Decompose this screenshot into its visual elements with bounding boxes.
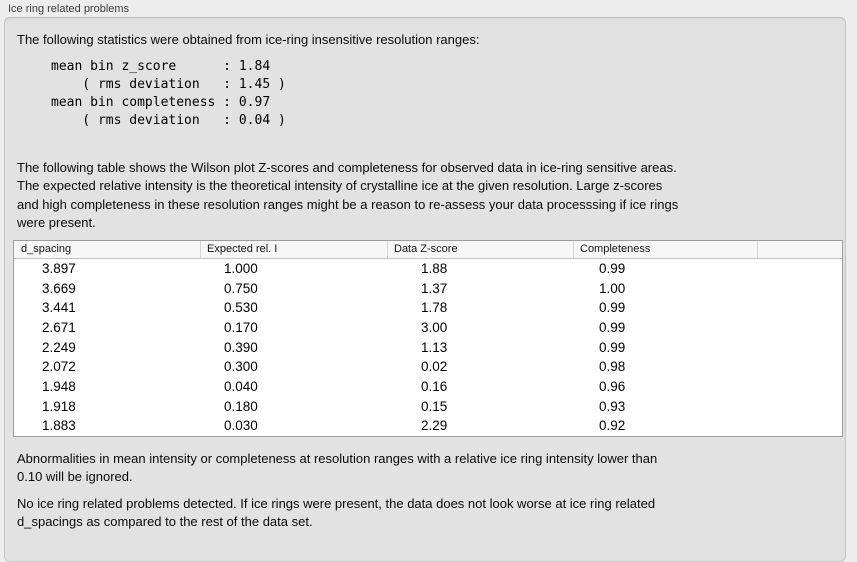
table-header-row: d_spacing Expected rel. I Data Z-score C… — [14, 240, 842, 259]
cell-completeness: 0.99 — [599, 339, 626, 355]
cell-d-spacing: 3.669 — [42, 280, 76, 296]
cell-d-spacing: 2.072 — [42, 359, 76, 375]
cell-expected-rel-i: 0.040 — [224, 378, 258, 394]
cell-data-z-score: 2.29 — [421, 418, 448, 434]
cell-expected-rel-i: 0.530 — [224, 300, 258, 316]
cell-d-spacing: 1.918 — [42, 398, 76, 414]
cell-completeness: 0.98 — [599, 359, 626, 375]
col-header-d-spacing: d_spacing — [21, 243, 72, 255]
ice-ring-table: d_spacing Expected rel. I Data Z-score C… — [13, 239, 843, 437]
cell-data-z-score: 1.78 — [421, 300, 448, 316]
cell-d-spacing: 2.671 — [42, 319, 76, 335]
cell-completeness: 1.00 — [599, 280, 626, 296]
col-header-data-z-score: Data Z-score — [387, 240, 573, 258]
ice-ring-report-panel: The following statistics were obtained f… — [4, 17, 846, 562]
conclusion-text: No ice ring related problems detected. I… — [17, 495, 656, 530]
table-row[interactable]: 3.441 0.530 1.78 0.99 — [14, 298, 842, 318]
col-header-expected-rel-i: Expected rel. I — [200, 240, 387, 258]
cell-expected-rel-i: 0.170 — [224, 319, 258, 335]
col-header-blank — [757, 240, 842, 258]
ignore-note: Abnormalities in mean intensity or compl… — [17, 450, 658, 485]
cell-expected-rel-i: 0.750 — [224, 280, 258, 296]
table-row[interactable]: 3.897 1.000 1.88 0.99 — [14, 259, 842, 279]
cell-d-spacing: 1.948 — [42, 378, 76, 394]
cell-data-z-score: 1.13 — [421, 339, 448, 355]
summary-stats-block: mean bin z_score : 1.84 ( rms deviation … — [51, 58, 286, 128]
table-row[interactable]: 1.948 0.040 0.16 0.96 — [14, 377, 842, 397]
table-row[interactable]: 2.249 0.390 1.13 0.99 — [14, 337, 842, 357]
cell-completeness: 0.99 — [599, 300, 626, 316]
cell-expected-rel-i: 0.300 — [224, 359, 258, 375]
cell-d-spacing: 2.249 — [42, 339, 76, 355]
table-row[interactable]: 2.072 0.300 0.02 0.98 — [14, 357, 842, 377]
cell-data-z-score: 0.15 — [421, 398, 448, 414]
table-row[interactable]: 3.669 0.750 1.37 1.00 — [14, 278, 842, 298]
cell-data-z-score: 0.02 — [421, 359, 448, 375]
cell-completeness: 0.93 — [599, 398, 626, 414]
cell-d-spacing: 1.883 — [42, 418, 76, 434]
cell-d-spacing: 3.897 — [42, 260, 76, 276]
cell-completeness: 0.96 — [599, 378, 626, 394]
table-description: The following table shows the Wilson plo… — [17, 159, 679, 231]
intro-text: The following statistics were obtained f… — [17, 32, 480, 47]
cell-expected-rel-i: 1.000 — [224, 260, 258, 276]
cell-completeness: 0.99 — [599, 260, 626, 276]
section-title: Ice ring related problems — [8, 3, 130, 15]
cell-expected-rel-i: 0.180 — [224, 398, 258, 414]
cell-data-z-score: 0.16 — [421, 378, 448, 394]
table-row[interactable]: 1.918 0.180 0.15 0.93 — [14, 396, 842, 416]
table-row[interactable]: 2.671 0.170 3.00 0.99 — [14, 318, 842, 338]
cell-expected-rel-i: 0.030 — [224, 418, 258, 434]
cell-completeness: 0.99 — [599, 319, 626, 335]
cell-data-z-score: 1.37 — [421, 280, 448, 296]
col-header-completeness: Completeness — [573, 240, 757, 258]
table-row[interactable]: 1.883 0.030 2.29 0.92 — [14, 416, 842, 436]
cell-data-z-score: 3.00 — [421, 319, 448, 335]
cell-expected-rel-i: 0.390 — [224, 339, 258, 355]
cell-d-spacing: 3.441 — [42, 300, 76, 316]
cell-data-z-score: 1.88 — [421, 260, 448, 276]
cell-completeness: 0.92 — [599, 418, 626, 434]
